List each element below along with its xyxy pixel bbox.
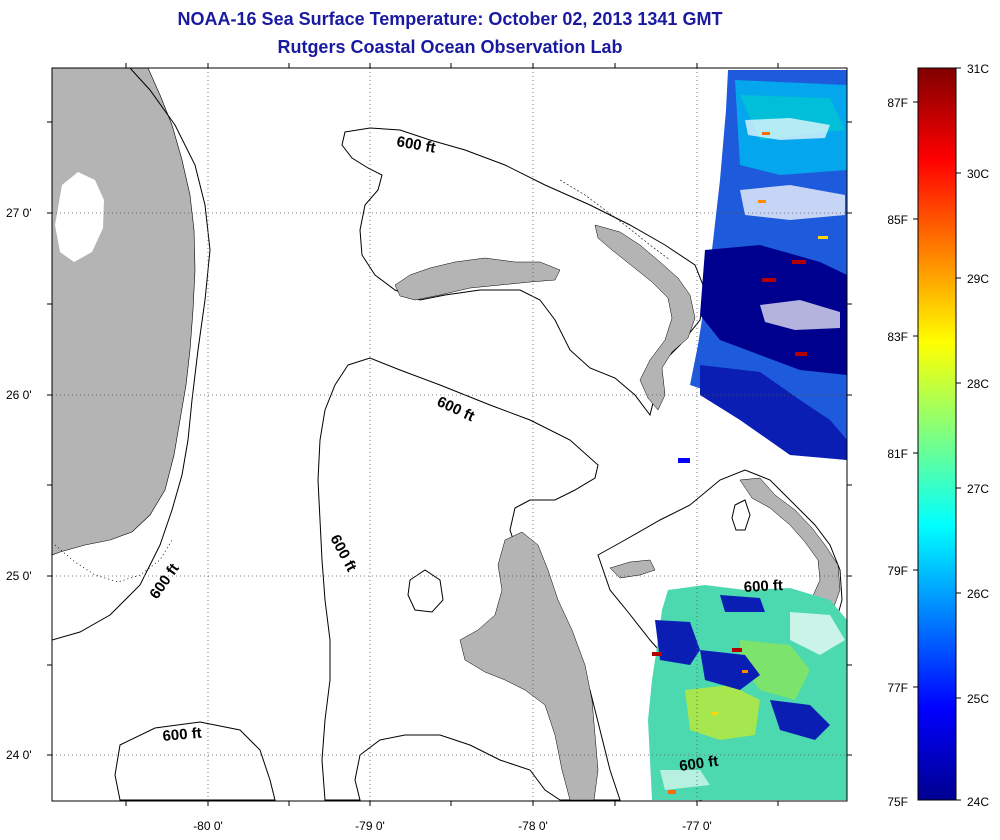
colorbar-fahrenheit-label: 83F: [887, 330, 908, 344]
contour-label: 600 ft: [326, 532, 359, 575]
grand-bahama-island: [394, 257, 561, 301]
florida-landmass: [52, 68, 196, 556]
map-ticks: [47, 63, 852, 806]
abaco-islands: [594, 224, 696, 411]
colorbar-fahrenheit-label: 87F: [887, 96, 908, 110]
sst-data-north: [678, 70, 847, 463]
tongue-of-ocean-inner: [731, 499, 751, 531]
contour-label: 600 ft: [162, 725, 203, 745]
lat-tick-label: 24 0': [6, 748, 32, 762]
andros-island: [459, 531, 599, 801]
colorbar-celsius-label: 27C: [967, 482, 989, 496]
colorbar-celsius-label: 29C: [967, 272, 989, 286]
colorbar-celsius-label: 28C: [967, 377, 989, 391]
colorbar-fahrenheit-label: 85F: [887, 213, 908, 227]
colorbar-celsius-label: 26C: [967, 587, 989, 601]
seamount-contour: [407, 569, 444, 613]
lat-tick-label: 27 0': [6, 206, 32, 220]
temperature-colorbar: [917, 67, 957, 801]
bahama-bank-contour: [317, 357, 621, 801]
colorbar-celsius-label: 24C: [967, 795, 989, 809]
colorbar-celsius-label: 30C: [967, 167, 989, 181]
florida-shelf-contour: [52, 68, 211, 641]
colorbar-fahrenheit-label: 79F: [887, 564, 908, 578]
grand-bahama-contour: [341, 127, 706, 417]
map-subtitle: Rutgers Coastal Ocean Observation Lab: [277, 37, 623, 57]
lat-tick-label: 25 0': [6, 569, 32, 583]
colorbar-ticks: [913, 67, 961, 801]
lon-tick-label: -80 0': [193, 819, 223, 833]
contour-label: 600 ft: [146, 560, 182, 602]
colorbar-fahrenheit-label: 81F: [887, 447, 908, 461]
colorbar-fahrenheit-label: 77F: [887, 681, 908, 695]
lake-okeechobee: [55, 172, 104, 262]
abaco-cays: [559, 179, 671, 261]
colorbar-celsius-label: 31C: [967, 62, 989, 76]
contour-label: 600 ft: [743, 577, 783, 596]
map-frame: [51, 67, 848, 802]
lon-tick-label: -77 0': [682, 819, 712, 833]
cay-sal-contour: [114, 721, 276, 801]
graticule: [52, 68, 847, 801]
contour-label: 600 ft: [395, 133, 437, 157]
new-providence-island: [609, 559, 656, 579]
colorbar-celsius-label: 25C: [967, 692, 989, 706]
contour-label: 600 ft: [678, 753, 719, 775]
lat-tick-label: 26 0': [6, 388, 32, 402]
colorbar-fahrenheit-label: 75F: [887, 795, 908, 809]
map-title: NOAA-16 Sea Surface Temperature: October…: [177, 9, 723, 29]
contour-label: 600 ft: [434, 393, 477, 425]
lon-tick-label: -78 0': [518, 819, 548, 833]
lon-tick-label: -79 0': [355, 819, 385, 833]
sst-data-south: [648, 585, 847, 800]
